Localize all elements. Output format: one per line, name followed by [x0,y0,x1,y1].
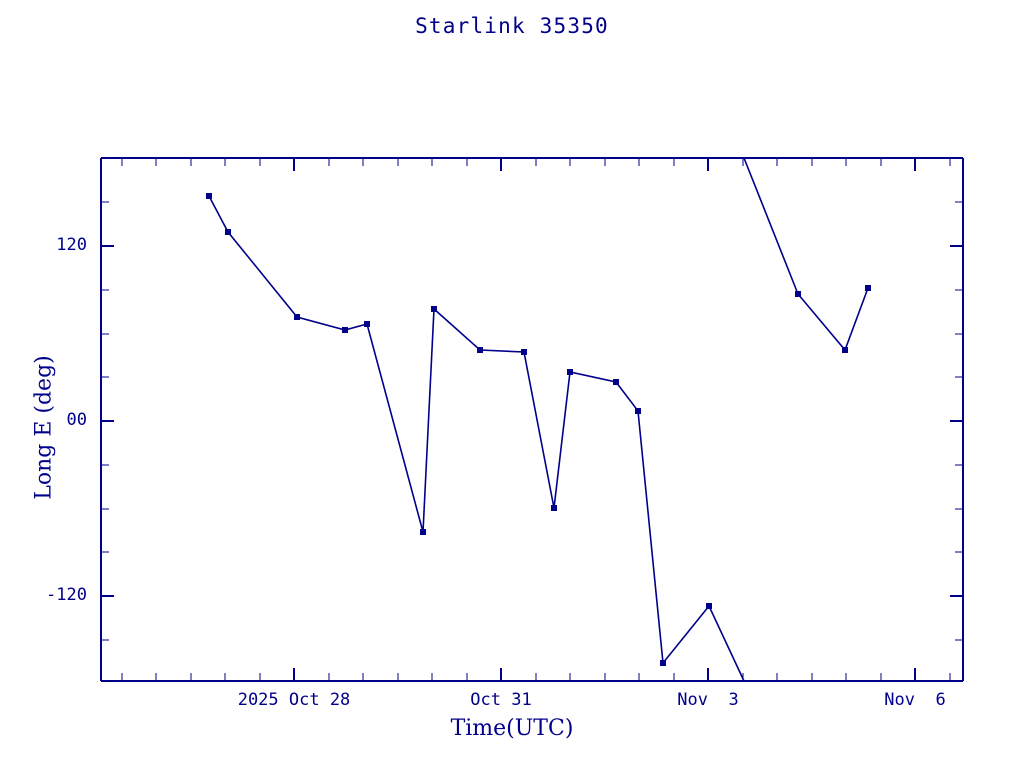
data-point-marker [431,306,437,312]
data-point-marker [521,349,527,355]
data-point-marker [342,327,348,333]
x-tick-label: 2025 Oct 28 [237,690,351,710]
data-point-marker [567,369,573,375]
data-point-marker [706,603,712,609]
x-tick-label: Nov 6 [884,690,946,710]
data-point-marker [795,291,801,297]
data-point-marker [364,321,370,327]
chart-title: Starlink 35350 [415,14,609,38]
axis-ticks [101,158,963,681]
data-point-markers [206,193,871,666]
data-point-marker [613,379,619,385]
data-point-marker [225,229,231,235]
data-point-marker [635,408,641,414]
data-point-marker [842,347,848,353]
data-point-marker [420,529,426,535]
plot-frame [100,157,964,682]
data-point-marker [477,347,483,353]
data-point-marker [660,660,666,666]
x-axis-title: Time(UTC) [450,716,574,741]
x-tick-label: Oct 31 [470,690,532,710]
x-tick-label: Nov 3 [677,690,739,710]
data-series-long-e [208,157,869,682]
y-tick-label: 120 [56,235,87,255]
data-point-marker [206,193,212,199]
y-tick-label: -120 [46,585,87,605]
data-point-marker [551,505,557,511]
series-line-segment-2 [743,157,869,352]
data-point-marker [294,314,300,320]
data-point-marker [865,285,871,291]
series-line-segment-1 [208,195,745,682]
y-tick-label: 00 [66,410,87,430]
